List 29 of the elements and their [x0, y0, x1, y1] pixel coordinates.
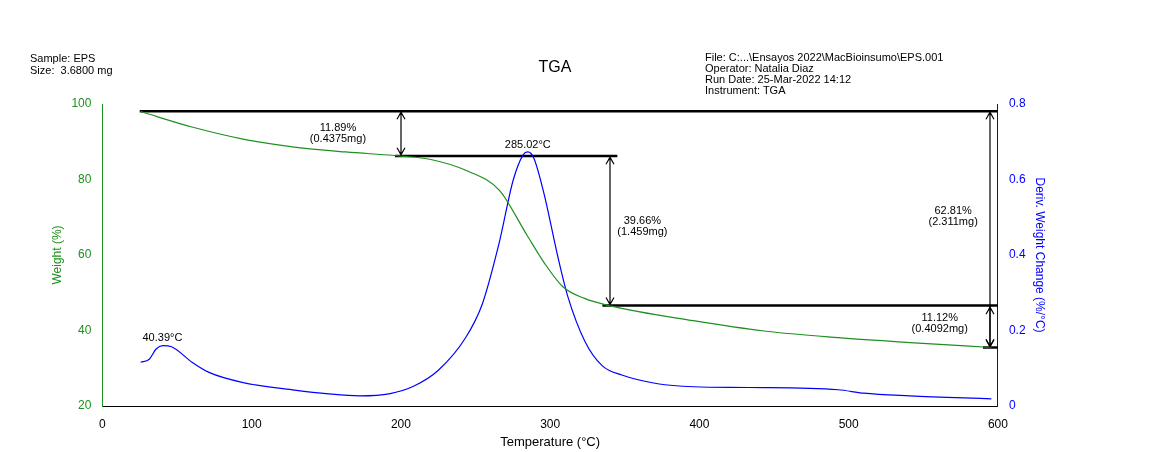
- x-tick-label: 100: [241, 416, 262, 431]
- x-tick-label: 300: [540, 416, 561, 431]
- annotation: 11.89% (0.4375mg): [309, 121, 367, 145]
- x-tick-label: 500: [838, 416, 859, 431]
- y2-tick-label: 0: [1008, 398, 1016, 413]
- y-tick-label: 20: [78, 398, 92, 413]
- x-axis-title: Temperature (°C): [500, 433, 601, 449]
- annotation: 11.12% (0.4092mg): [911, 310, 968, 334]
- annotation: 62.81% (2.311mg): [928, 203, 978, 227]
- y2-tick-label: 0.4: [1008, 247, 1026, 262]
- y-tick-label: 100: [71, 96, 92, 111]
- y-axis-title: Weight (%): [49, 225, 64, 285]
- x-tick-label: 200: [390, 416, 412, 431]
- y-tick-label: 80: [78, 171, 92, 186]
- y2-tick-label: 0.6: [1008, 171, 1026, 186]
- y-tick-label: 40: [78, 322, 92, 337]
- x-tick-label: 400: [689, 416, 710, 431]
- chart-subtitle: Sample: EPS Size: 3.6800 mg: [30, 52, 113, 76]
- y2-axis-title: Deriv. Weight Change (%/°C): [1033, 177, 1048, 333]
- x-tick-label: 0: [99, 416, 107, 431]
- chart-title: TGA: [537, 58, 573, 76]
- y2-tick-label: 0.8: [1008, 96, 1026, 111]
- x-tick-label: 600: [987, 416, 1009, 431]
- y2-tick-label: 0.2: [1008, 322, 1026, 337]
- annotation: 39.66% (1.459mg): [617, 214, 668, 238]
- annotation: 40.39°C: [142, 330, 183, 343]
- y-tick-label: 60: [78, 247, 92, 262]
- text: File: C:...\Ensayos 2022\MacBioinsumo\EPS.001 Operator: Natalia Diaz Run Date: 25-Mar-2022 14:12 Instrument: TGA: [705, 51, 944, 96]
- annotation: 285.02°C: [504, 138, 551, 151]
